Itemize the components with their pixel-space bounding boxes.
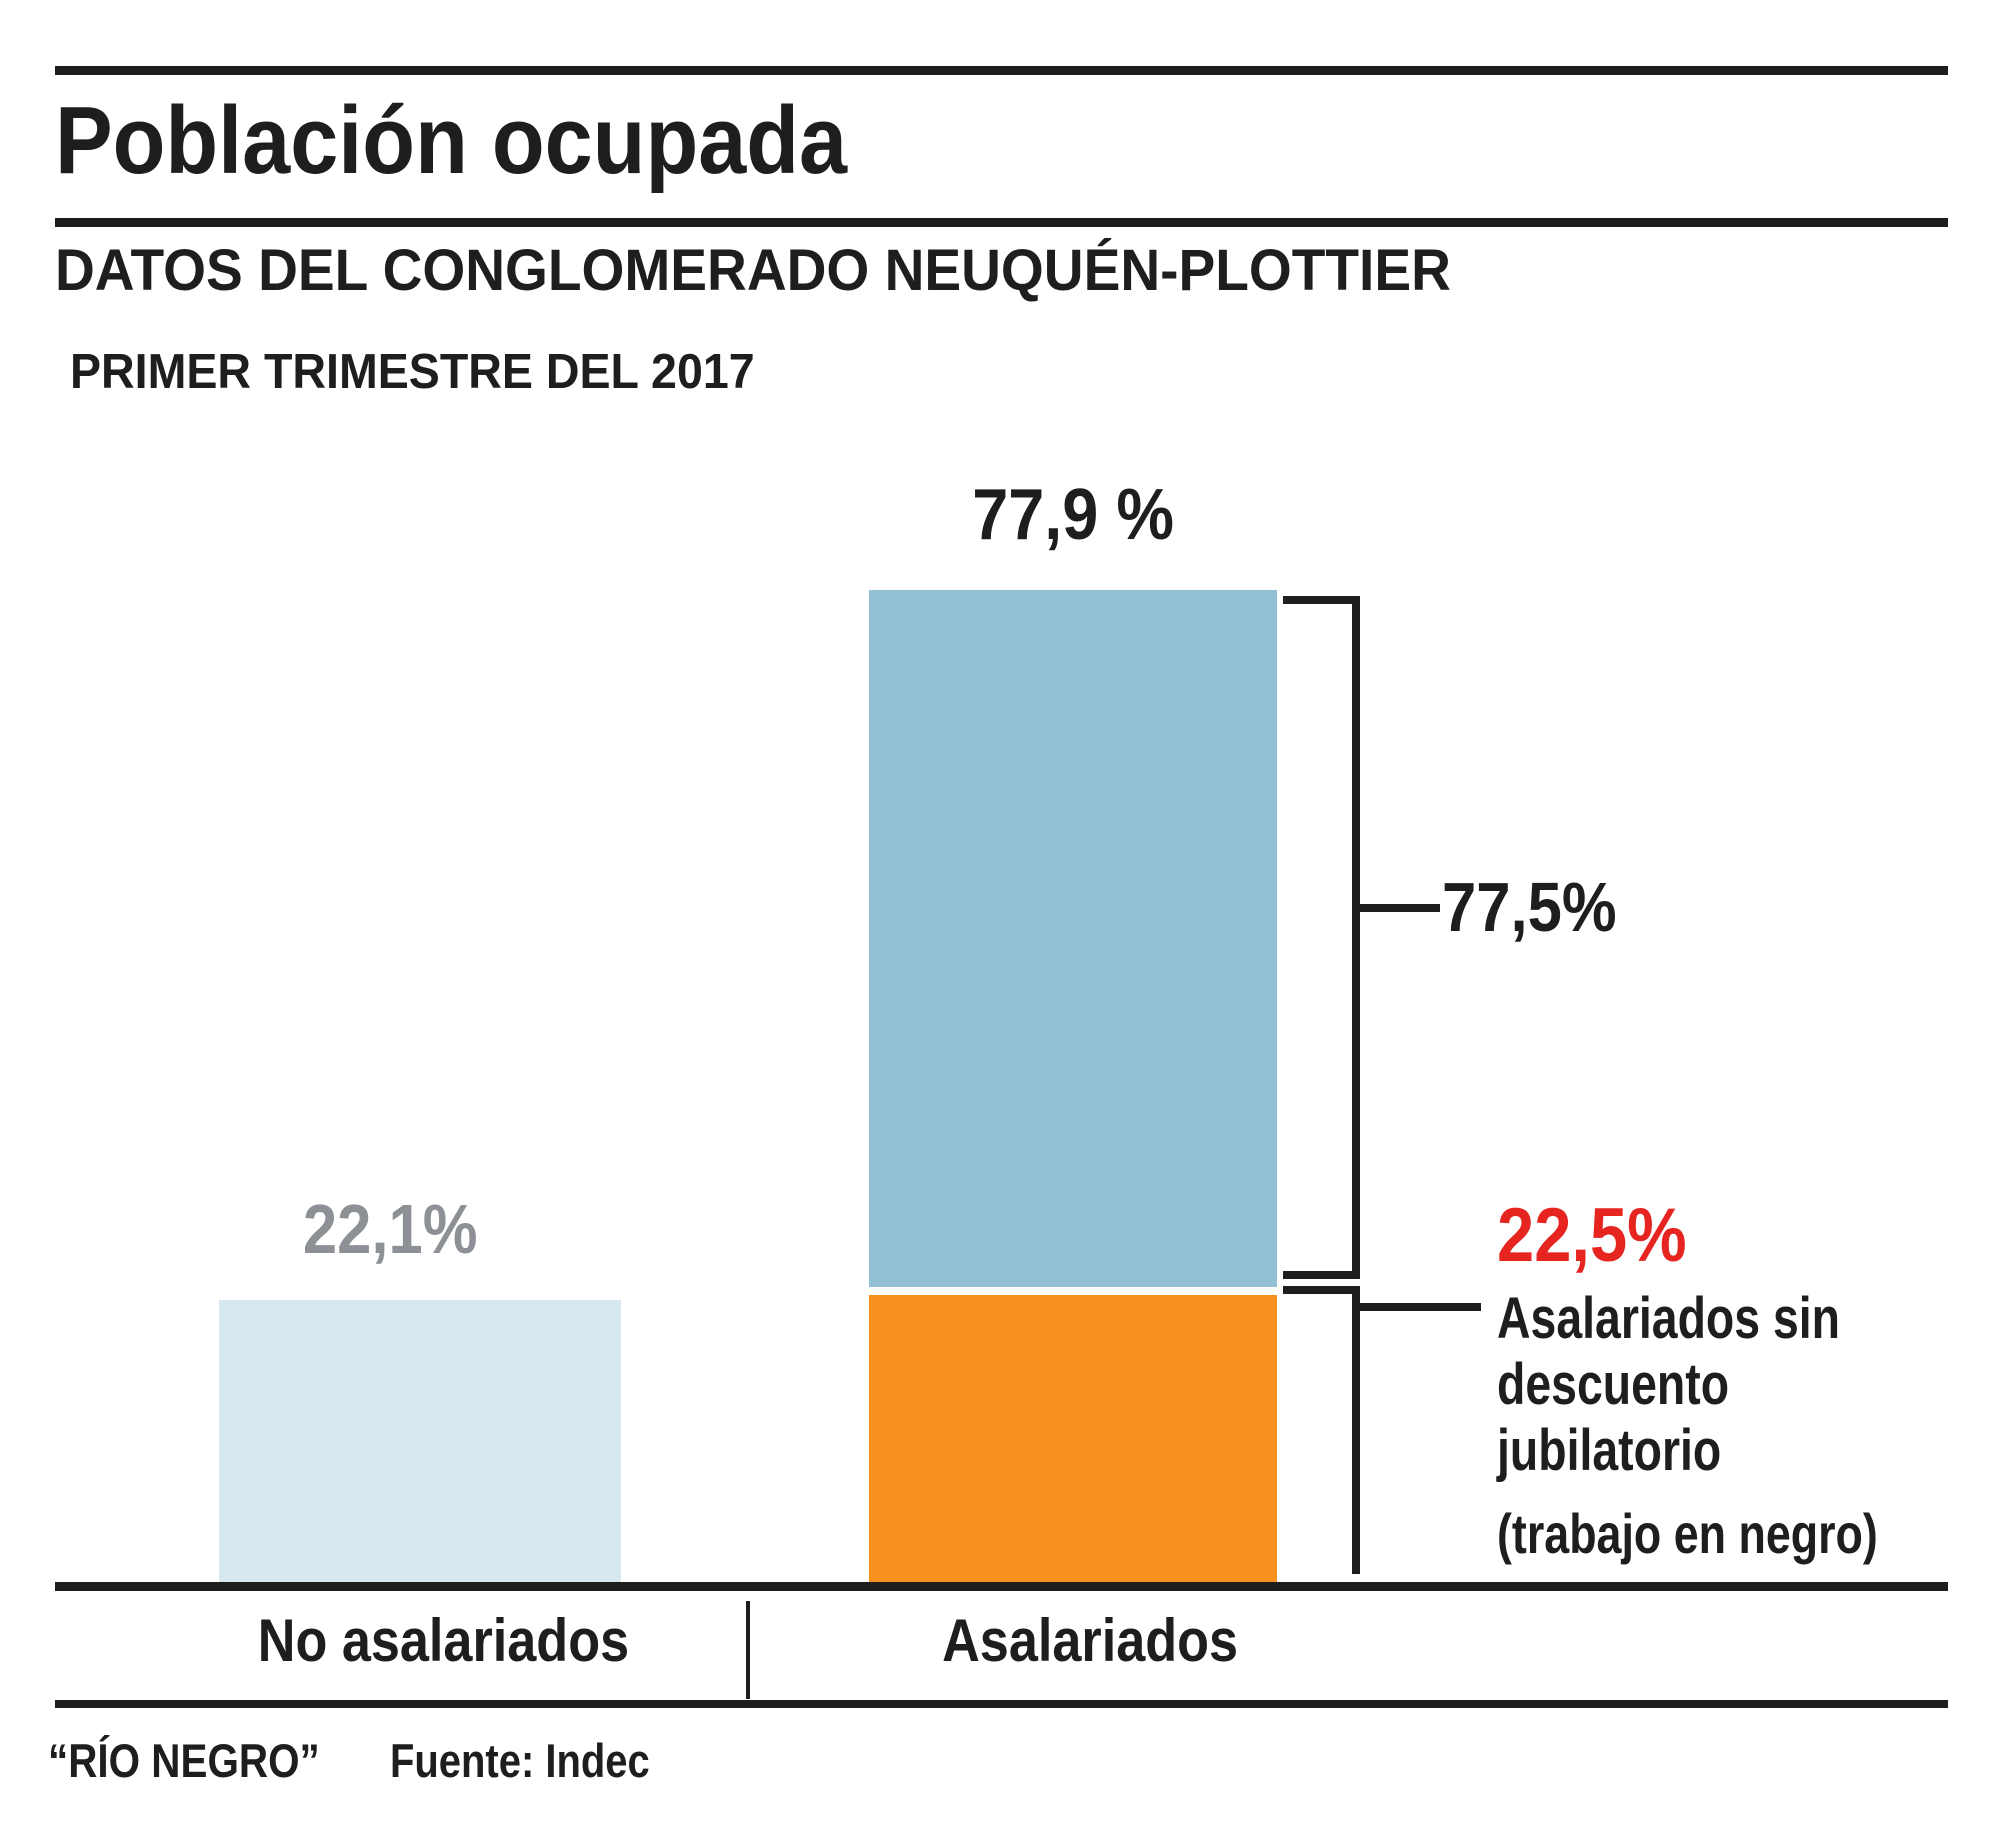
bracket-sin-descuento-stem: [1352, 1286, 1360, 1574]
chart-baseline: [55, 1582, 1948, 1591]
bar-asalariados-con-descuento-segment: [869, 590, 1277, 1287]
value-label-asalariados: 77,9 %: [869, 479, 1277, 551]
sin-descuento-note: (trabajo en negro): [1497, 1506, 1973, 1562]
footer-rule: [55, 1700, 1948, 1708]
bracket-con-descuento: [1283, 596, 1360, 1279]
bar-no-asalariados: [219, 1300, 621, 1582]
bracket-sin-descuento-label-tick: [1360, 1303, 1481, 1311]
source-credit: Fuente: Indec: [390, 1737, 696, 1784]
page-title-text: Población ocupada: [55, 87, 848, 194]
axis-label-no-asalariados: No asalariados: [230, 1611, 630, 1671]
share-label-con-descuento-text: 77,5%: [1442, 868, 1617, 946]
bracket-sin-descuento-top-arm: [1283, 1286, 1360, 1294]
sin-descuento-description-line2: descuento: [1497, 1352, 1730, 1417]
sin-descuento-description-line1: Asalariados sin: [1497, 1286, 1840, 1351]
bar-asalariados-sin-descuento-segment: [869, 1295, 1277, 1582]
chart-subtitle-text: DATOS DEL CONGLOMERADO NEUQUÉN-PLOTTIER: [55, 238, 1451, 303]
bracket-con-descuento-top-arm: [1283, 596, 1360, 604]
sin-descuento-description: Asalariados sin descuento jubilatorio: [1497, 1286, 1926, 1484]
bracket-con-descuento-stem: [1352, 596, 1360, 1279]
share-label-sin-descuento: 22,5%: [1497, 1198, 1713, 1274]
axis-label-asalariados-text: Asalariados: [942, 1607, 1238, 1674]
brand-credit: “RÍO NEGRO”: [48, 1737, 364, 1784]
bracket-con-descuento-bottom-arm: [1283, 1271, 1360, 1279]
source-credit-text: Fuente: Indec: [390, 1734, 650, 1787]
value-label-no-asalariados-text: 22,1%: [302, 1190, 478, 1268]
brand-credit-text: “RÍO NEGRO”: [48, 1734, 320, 1787]
axis-label-asalariados: Asalariados: [885, 1611, 1295, 1671]
page-title: Población ocupada: [55, 93, 935, 189]
chart-subtitle: DATOS DEL CONGLOMERADO NEUQUÉN-PLOTTIER: [55, 242, 1524, 300]
sin-descuento-note-text: (trabajo en negro): [1497, 1502, 1878, 1565]
value-label-no-asalariados: 22,1%: [190, 1194, 590, 1264]
sin-descuento-description-line3: jubilatorio: [1497, 1418, 1722, 1483]
value-label-asalariados-text: 77,9 %: [972, 475, 1174, 555]
share-label-con-descuento: 77,5%: [1442, 872, 1640, 942]
bracket-con-descuento-label-tick: [1360, 904, 1440, 912]
header-divider-rule: [55, 218, 1948, 227]
bracket-sin-descuento: [1283, 1286, 1360, 1574]
chart-period: PRIMER TRIMESTRE DEL 2017: [70, 348, 791, 397]
category-divider-line: [746, 1601, 750, 1699]
chart-period-text: PRIMER TRIMESTRE DEL 2017: [70, 345, 755, 399]
top-rule: [55, 66, 1948, 75]
axis-label-no-asalariados-text: No asalariados: [257, 1607, 630, 1674]
share-label-sin-descuento-text: 22,5%: [1497, 1193, 1687, 1278]
